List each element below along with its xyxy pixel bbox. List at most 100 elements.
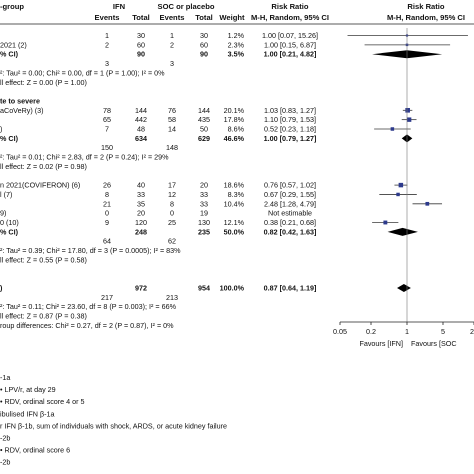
rr-plot-header: Risk Ratio — [407, 2, 444, 11]
row-events: 217 213 — [101, 293, 178, 302]
rr-text-subheader: M-H, Random, 95% CI — [251, 13, 329, 22]
row-note: ll effect: Z = 0.02 (P = 0.98) — [0, 162, 87, 171]
ifn-events: 1 — [105, 31, 109, 40]
ifn-total: 40 — [137, 181, 145, 190]
axis-tick: 1 — [405, 322, 409, 336]
row-total: % CI) 634 629 46.6% 1.00 [0.79, 1.27] — [0, 134, 413, 143]
soc-events: 25 — [168, 218, 176, 227]
row-label: ) — [0, 283, 3, 292]
ifn-events: 0 — [105, 209, 109, 218]
tick-label: 0.05 — [333, 327, 347, 336]
soc-total: 629 — [198, 134, 210, 143]
ifn-total: 60 — [137, 40, 145, 49]
row-label: % CI) — [0, 134, 19, 143]
row-label: aCoVeRy) (3) — [0, 106, 44, 115]
soc-events-header: Events — [160, 13, 185, 22]
summary-diamond — [397, 283, 411, 292]
row-label: l (7) — [0, 190, 12, 199]
study-marker — [405, 108, 410, 113]
axis-tick: 5 — [441, 322, 445, 336]
risk-ratio-ci: 1.00 [0.21, 4.82] — [264, 50, 317, 59]
row-note: ll effect: Z = 0.55 (P = 0.58) — [0, 255, 87, 264]
study-marker — [425, 201, 430, 206]
soc-total: 19 — [200, 209, 208, 218]
ifn-total: 442 — [135, 115, 147, 124]
weight-value: 3.5% — [228, 50, 245, 59]
soc-events: 1 — [170, 31, 174, 40]
row-study: n 2021(COVIFERON) (6) 26 40 17 20 18.6% 0.76 [… — [0, 181, 408, 190]
row-total: % CI) 248 235 50.0% 0.82 [0.42, 1.63] — [0, 227, 418, 236]
soc-total: 90 — [200, 50, 208, 59]
study-marker — [396, 192, 400, 197]
ifn-total: 144 — [135, 106, 147, 115]
row-label: roup differences: Chi² = 0.27, df = 2 (P… — [0, 321, 174, 330]
study-marker — [390, 127, 395, 131]
tick-label: 0.2 — [366, 327, 376, 336]
study-marker — [383, 220, 388, 225]
study-marker — [398, 182, 404, 188]
weight-value: 10.4% — [224, 199, 245, 208]
risk-ratio-ci: 0.82 [0.42, 1.63] — [264, 227, 317, 236]
row-study: 9) 0 20 0 19 Not estimable — [0, 209, 312, 218]
row-label: ll effect: Z = 0.55 (P = 0.58) — [0, 255, 87, 264]
risk-ratio-ci: 0.87 [0.64, 1.19] — [264, 283, 317, 292]
row-total: % CI) 90 90 3.5% 1.00 [0.21, 4.82] — [0, 50, 443, 59]
soc-total: 20 — [200, 181, 208, 190]
row-label: ²: Tau² = 0.01; Chi² = 2.83, df = 2 (P =… — [0, 153, 169, 162]
risk-ratio-ci: 0.38 [0.21, 0.68] — [264, 218, 316, 227]
soc-events: 17 — [168, 181, 176, 190]
row-study: 65 442 58 435 17.8% 1.10 [0.79, 1.53] — [103, 115, 417, 124]
ifn-total: 972 — [135, 283, 147, 292]
row-label: ll effect: Z = 0.02 (P = 0.98) — [0, 162, 87, 171]
row-events: 64 62 — [103, 237, 176, 246]
ifn-events: 150 — [101, 143, 113, 152]
row-study: l (7) 8 33 12 33 8.3% 0.67 [0.29, 1.55] — [0, 190, 417, 199]
weight-value: 100.0% — [220, 283, 245, 292]
ifn-events: 3 — [105, 59, 109, 68]
risk-ratio-ci: 1.10 [0.79, 1.53] — [264, 115, 316, 124]
ifn-total-header: Total — [132, 13, 150, 22]
soc-events: 14 — [168, 125, 176, 134]
risk-ratio-ci: 1.03 [0.83, 1.27] — [264, 106, 316, 115]
ifn-events: 65 — [103, 115, 111, 124]
subgroup-header: -group — [0, 2, 24, 11]
favours-left-label: Favours [IFN] — [359, 339, 403, 348]
soc-events: 8 — [170, 199, 174, 208]
ifn-total: 33 — [137, 190, 145, 199]
weight-value: 18.6% — [224, 181, 245, 190]
weight-value: 50.0% — [224, 227, 245, 236]
soc-total: 954 — [198, 283, 210, 292]
soc-total: 235 — [198, 227, 210, 236]
row-label: ²: Tau² = 0.39; Chi² = 17.80, df = 3 (P … — [0, 246, 181, 255]
footnote: • LPV/r, at day 29 — [0, 385, 56, 394]
ifn-total: 248 — [135, 227, 147, 236]
table-header: -group IFN SOC or placebo Events Total E… — [0, 2, 465, 22]
tick-label: 1 — [405, 327, 409, 336]
favours-right-label: Favours [SOC — [411, 339, 457, 348]
weight-value: 46.6% — [224, 134, 245, 143]
row-label: 2021 (2) — [0, 40, 27, 49]
row-note: ²: Tau² = 0.39; Chi² = 17.80, df = 3 (P … — [0, 246, 181, 255]
risk-ratio-ci: Not estimable — [268, 209, 312, 218]
row-study: 0 (10) 9 120 25 130 12.1% 0.38 [0.21, 0.68] — [0, 218, 399, 227]
ifn-total: 120 — [135, 218, 147, 227]
row-heading: te to severe — [0, 96, 40, 105]
weight-value: 8.6% — [228, 125, 245, 134]
ifn-total: 30 — [137, 31, 145, 40]
risk-ratio-ci: 1.00 [0.79, 1.27] — [264, 134, 317, 143]
row-note: ll effect: Z = 0.00 (P = 1.00) — [0, 78, 87, 87]
soc-header: SOC or placebo — [158, 2, 215, 11]
weight-value: 2.3% — [228, 40, 245, 49]
soc-total: 30 — [200, 31, 208, 40]
weight-value: 1.2% — [228, 31, 245, 40]
ifn-header: IFN — [113, 2, 125, 11]
weight-value: 17.8% — [224, 115, 245, 124]
soc-total: 130 — [198, 218, 210, 227]
row-label: 9) — [0, 209, 6, 218]
table-rows: 1 30 1 30 1.2% 1.00 [0.07, 15.26]2021 (2) 2 60 2… — [0, 31, 468, 330]
ifn-events: 78 — [103, 106, 111, 115]
rr-text-header: Risk Ratio — [271, 2, 308, 11]
weight-value: 12.1% — [224, 218, 245, 227]
risk-ratio-ci: 0.76 [0.57, 1.02] — [264, 181, 316, 190]
